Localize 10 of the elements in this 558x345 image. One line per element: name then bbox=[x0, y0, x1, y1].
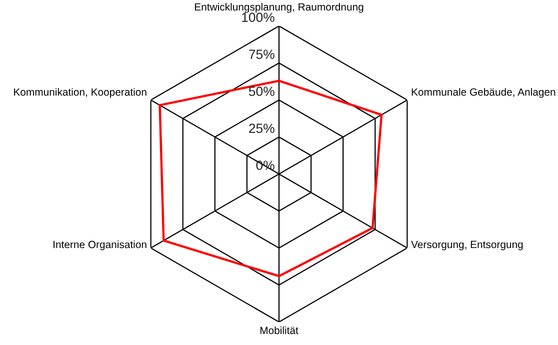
spoke-label: Kommunale Gebäude, Anlagen bbox=[412, 88, 556, 98]
spoke-label: Mobilität bbox=[260, 326, 298, 334]
y-tick-label: 100% bbox=[242, 12, 274, 22]
y-tick-label: 25% bbox=[249, 124, 274, 134]
spoke-label: Kommunikation, Kooperation bbox=[14, 88, 146, 98]
spoke-label: Versorgung, Entsorgung bbox=[411, 240, 523, 250]
y-tick-label: 50% bbox=[248, 86, 274, 96]
y-tick-label: 75% bbox=[249, 50, 274, 60]
spoke-label: Interne Organisation bbox=[54, 240, 146, 250]
spoke-label: Entwicklungsplanung, Raumordnung bbox=[195, 2, 364, 13]
